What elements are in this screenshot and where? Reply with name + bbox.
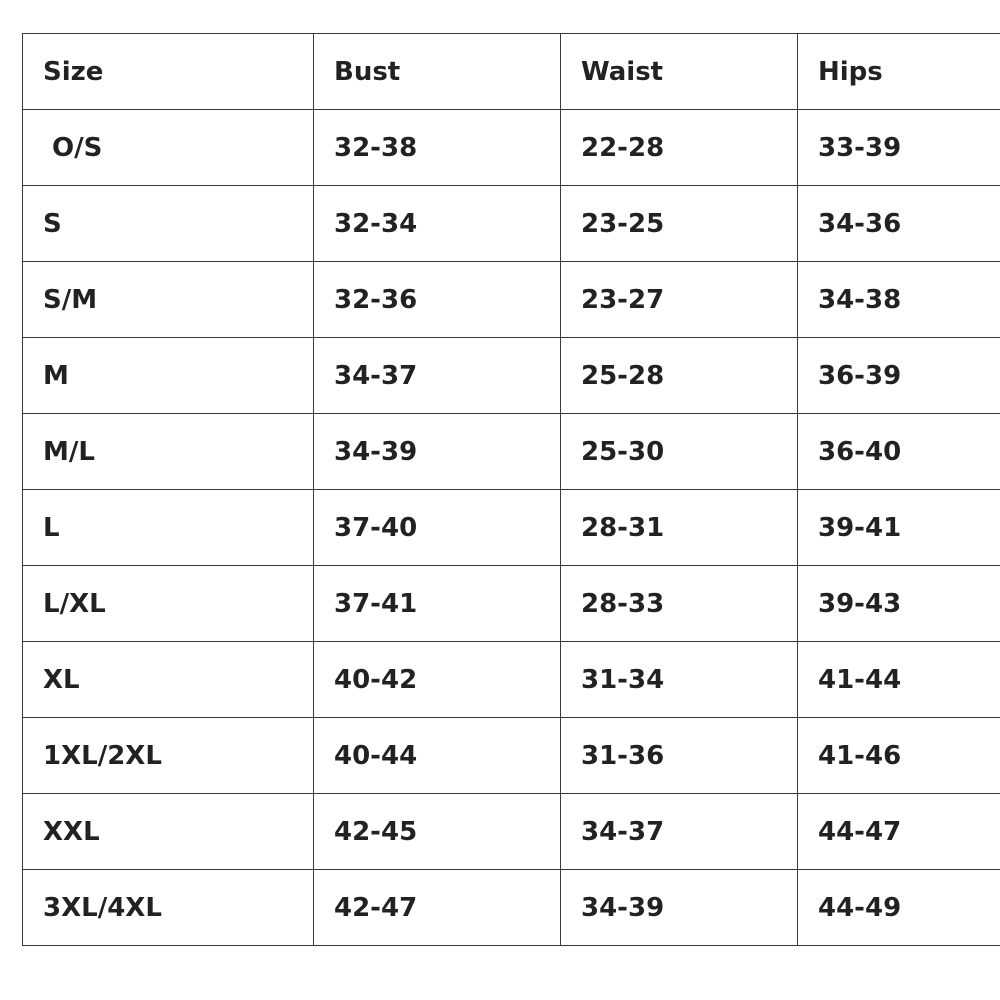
table-cell: 28-31 [560,489,798,566]
table-cell: 25-28 [560,337,798,414]
table-row: M/L 34-39 25-30 36-40 [22,413,1000,490]
table-cell: 41-44 [797,641,1000,718]
table-row: S 32-34 23-25 34-36 [22,185,1000,262]
table-cell: M [22,337,314,414]
table-cell: 1XL/2XL [22,717,314,794]
table-row: S/M 32-36 23-27 34-38 [22,261,1000,338]
table-cell: 37-40 [313,489,561,566]
header-cell: Hips [797,33,1000,110]
table-cell: 37-41 [313,565,561,642]
table-cell: 40-42 [313,641,561,718]
table-row: L/XL 37-41 28-33 39-43 [22,565,1000,642]
table-row: 3XL/4XL 42-47 34-39 44-49 [22,869,1000,946]
table-cell: 41-46 [797,717,1000,794]
table-cell: 36-40 [797,413,1000,490]
table-cell: 39-43 [797,565,1000,642]
header-cell: Bust [313,33,561,110]
table-cell: 25-30 [560,413,798,490]
table-cell: 22-28 [560,109,798,186]
size-chart: Size Bust Waist Hips O/S 32-38 22-28 33-39 S 32-… [22,33,1000,973]
table-cell: XL [22,641,314,718]
table-cell: 34-39 [313,413,561,490]
table-cell: 28-33 [560,565,798,642]
table-cell: 23-25 [560,185,798,262]
table-cell: 34-36 [797,185,1000,262]
table-cell: S [22,185,314,262]
table-cell: 34-38 [797,261,1000,338]
table-cell: 36-39 [797,337,1000,414]
table-row: XXL 42-45 34-37 44-47 [22,793,1000,870]
table-cell: 44-49 [797,869,1000,946]
size-table: Size Bust Waist Hips O/S 32-38 22-28 33-39 S 32-… [22,33,1000,946]
header-cell: Size [22,33,314,110]
table-cell: M/L [22,413,314,490]
table-cell: 39-41 [797,489,1000,566]
table-cell: 33-39 [797,109,1000,186]
table-cell: 42-45 [313,793,561,870]
table-cell: 44-47 [797,793,1000,870]
table-cell: L [22,489,314,566]
table-cell: S/M [22,261,314,338]
table-cell: 32-34 [313,185,561,262]
table-cell: 32-36 [313,261,561,338]
table-cell: 3XL/4XL [22,869,314,946]
table-row: M 34-37 25-28 36-39 [22,337,1000,414]
table-cell: 34-39 [560,869,798,946]
table-cell: 40-44 [313,717,561,794]
table-cell: 34-37 [560,793,798,870]
table-row: L 37-40 28-31 39-41 [22,489,1000,566]
table-cell: L/XL [22,565,314,642]
table-cell: XXL [22,793,314,870]
table-cell: 32-38 [313,109,561,186]
table-cell: 31-34 [560,641,798,718]
table-cell: 34-37 [313,337,561,414]
table-row: XL 40-42 31-34 41-44 [22,641,1000,718]
table-cell: O/S [22,109,314,186]
table-cell: 31-36 [560,717,798,794]
table-row: 1XL/2XL 40-44 31-36 41-46 [22,717,1000,794]
table-row: O/S 32-38 22-28 33-39 [22,109,1000,186]
header-cell: Waist [560,33,798,110]
header-row: Size Bust Waist Hips [22,33,1000,110]
table-cell: 23-27 [560,261,798,338]
table-cell: 42-47 [313,869,561,946]
